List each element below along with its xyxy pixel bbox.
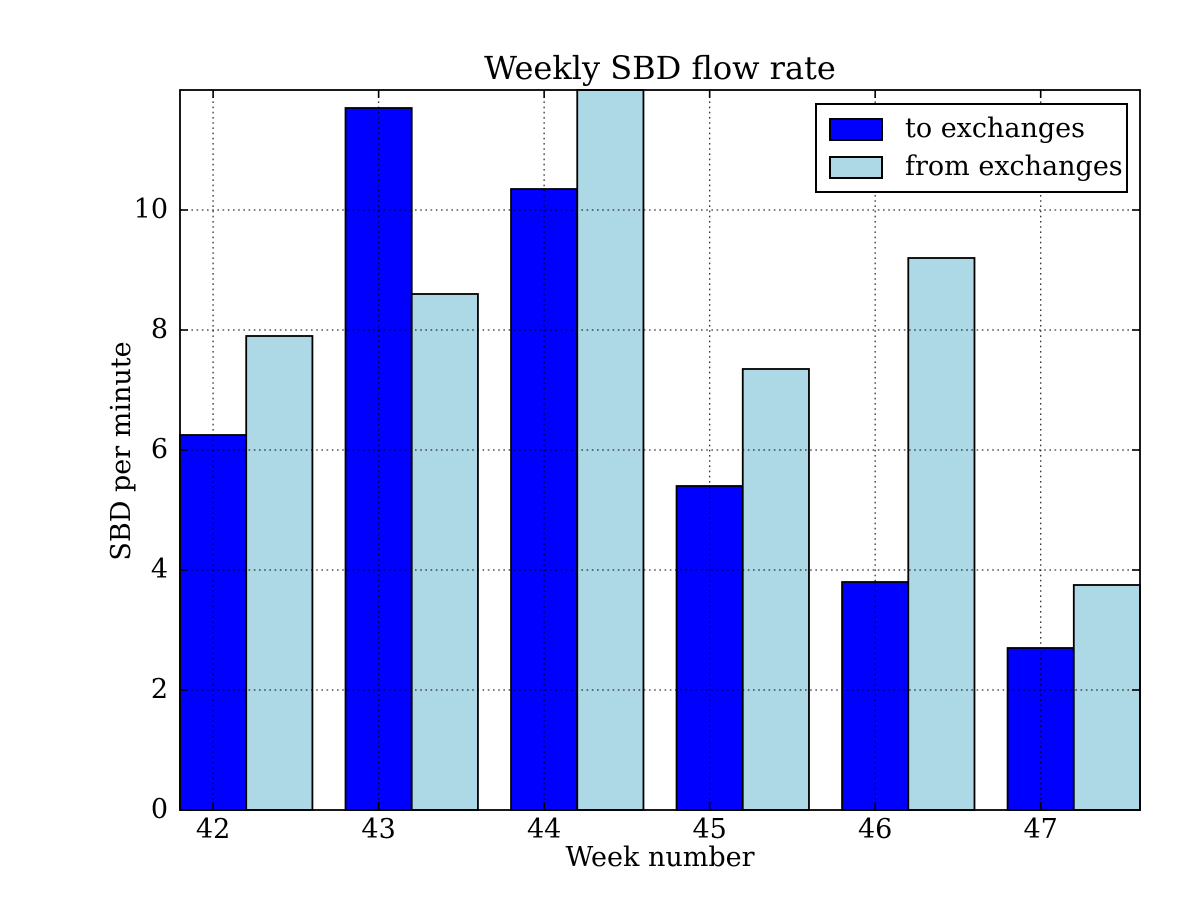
bar-to-exchanges-week-44	[510, 188, 579, 811]
legend-label-from-exchanges: from exchanges	[905, 151, 1123, 182]
x-tick-label-42: 42	[195, 814, 231, 845]
legend: to exchanges from exchanges	[815, 103, 1128, 193]
y-tick-label-8: 8	[150, 314, 168, 345]
y-tick-label-4: 4	[150, 554, 168, 585]
bar-from-exchanges-week-42	[245, 335, 314, 811]
legend-swatch-from-exchanges	[829, 155, 883, 179]
x-tick-label-47: 47	[1023, 814, 1058, 845]
legend-label-to-exchanges: to exchanges	[905, 113, 1086, 144]
bar-from-exchanges-week-46	[907, 257, 976, 811]
bar-to-exchanges-week-47	[1006, 647, 1075, 811]
bar-to-exchanges-week-46	[841, 581, 910, 811]
legend-swatch-to-exchanges	[829, 117, 883, 141]
y-tick-label-0: 0	[150, 794, 168, 825]
bar-from-exchanges-week-47	[1072, 584, 1141, 811]
x-axis-label: Week number	[565, 842, 755, 873]
x-tick-label-46: 46	[857, 814, 893, 845]
x-tick-label-45: 45	[692, 814, 727, 845]
bar-from-exchanges-week-45	[741, 368, 810, 811]
legend-item-from-exchanges: from exchanges	[829, 151, 1126, 183]
x-tick-label-44: 44	[526, 814, 562, 845]
x-tick-label-43: 43	[361, 814, 396, 845]
chart-title: Weekly SBD flow rate	[484, 49, 836, 87]
y-tick-label-2: 2	[150, 674, 168, 705]
axes-border	[179, 89, 1141, 811]
bar-from-exchanges-week-43	[410, 293, 479, 811]
y-tick-label-6: 6	[150, 434, 168, 465]
legend-item-to-exchanges: to exchanges	[829, 113, 1126, 145]
y-tick-label-10: 10	[133, 194, 168, 225]
bar-to-exchanges-week-43	[344, 107, 413, 811]
